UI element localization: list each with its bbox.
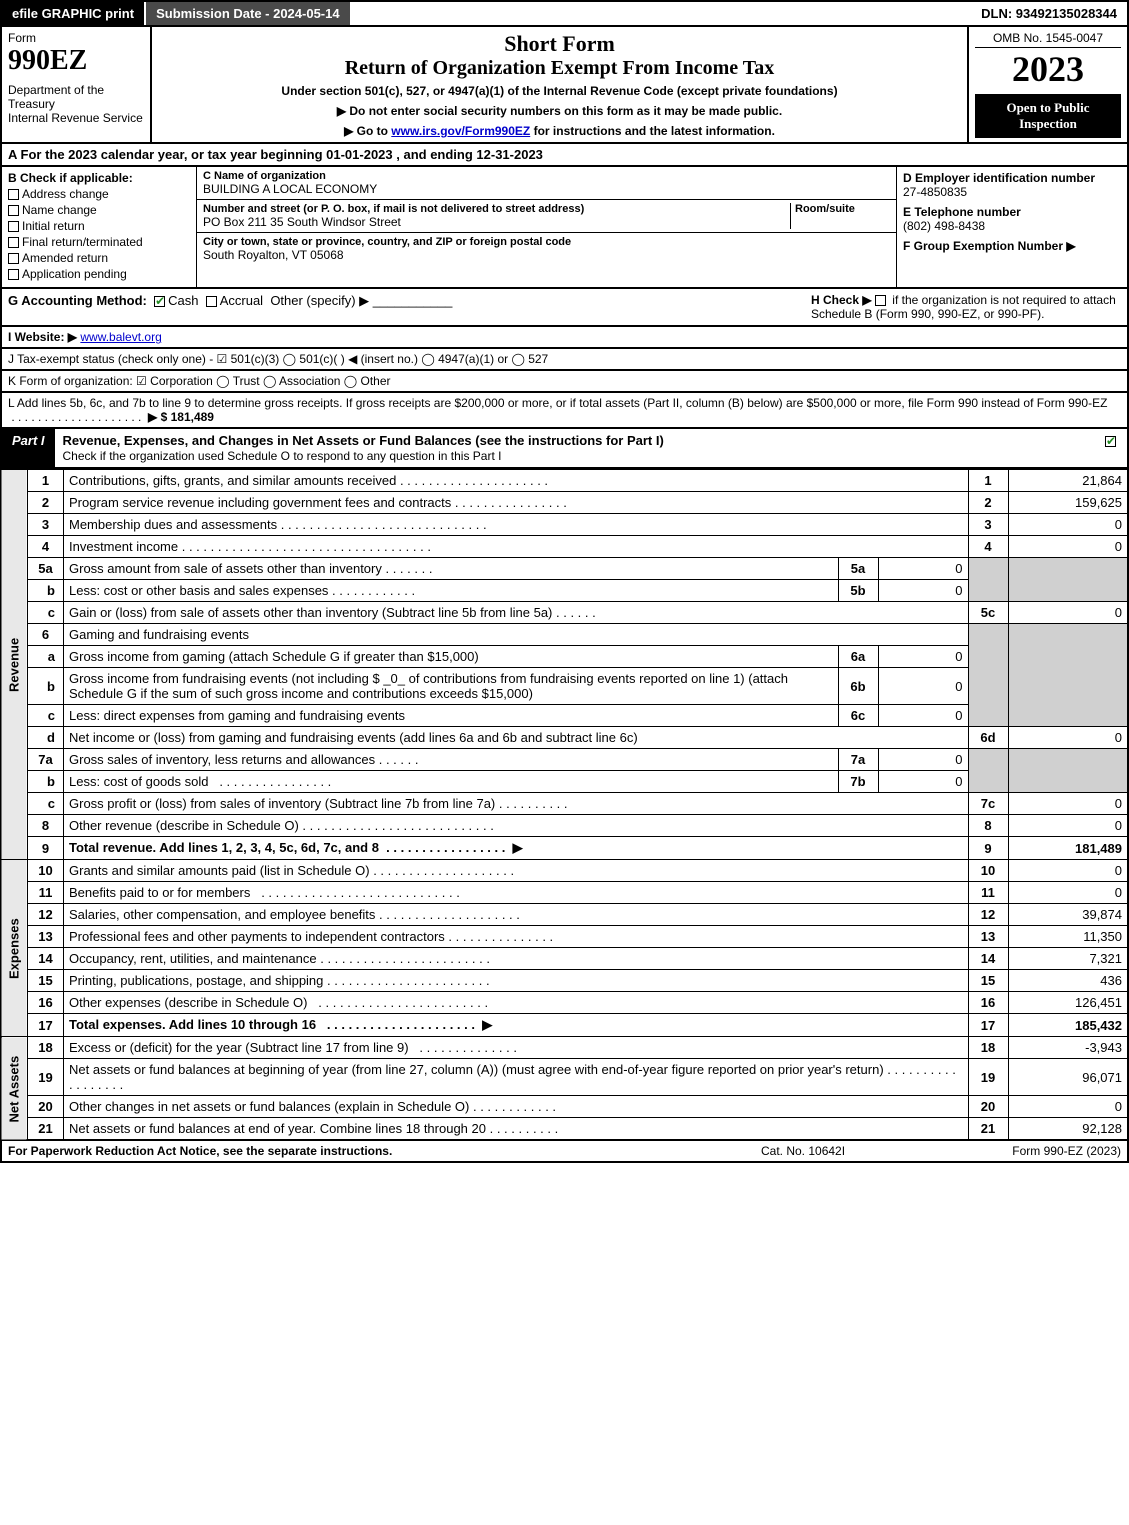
form-header: Form 990EZ Department of the Treasury In… xyxy=(0,27,1129,144)
form-label: Form xyxy=(8,31,144,45)
row-i-website: I Website: ▶ www.balevt.org xyxy=(0,327,1129,349)
accounting-method-label: G Accounting Method: xyxy=(8,293,147,308)
org-name-label: C Name of organization xyxy=(203,170,890,182)
row-j-tax-exempt: J Tax-exempt status (check only one) - ☑… xyxy=(0,349,1129,371)
instructions-link-line: ▶ Go to www.irs.gov/Form990EZ for instru… xyxy=(158,124,961,138)
ein-value: 27-4850835 xyxy=(903,185,1121,199)
public-inspection-badge: Open to Public Inspection xyxy=(975,94,1121,138)
footer-cat-no: Cat. No. 10642I xyxy=(761,1144,941,1158)
cb-name-change[interactable]: Name change xyxy=(8,203,190,217)
website-link[interactable]: www.balevt.org xyxy=(80,330,161,344)
submission-date: Submission Date - 2024-05-14 xyxy=(146,2,350,25)
row-g-h: G Accounting Method: Cash Accrual Other … xyxy=(0,289,1129,327)
row-l-gross-receipts: L Add lines 5b, 6c, and 7b to line 9 to … xyxy=(0,393,1129,429)
page-footer: For Paperwork Reduction Act Notice, see … xyxy=(0,1141,1129,1163)
section-d-e-f: D Employer identification number 27-4850… xyxy=(897,167,1127,287)
cb-schedule-b[interactable] xyxy=(875,295,886,306)
section-b: B Check if applicable: Address change Na… xyxy=(2,167,197,287)
note2-post: for instructions and the latest informat… xyxy=(530,124,775,138)
footer-form-ref: Form 990-EZ (2023) xyxy=(941,1144,1121,1158)
form-number: 990EZ xyxy=(8,45,144,77)
ssn-warning: ▶ Do not enter social security numbers o… xyxy=(158,104,961,118)
cb-cash[interactable] xyxy=(154,296,165,307)
telephone-value: (802) 498-8438 xyxy=(903,219,1121,233)
row-l-text: L Add lines 5b, 6c, and 7b to line 9 to … xyxy=(8,396,1107,410)
city-label: City or town, state or province, country… xyxy=(203,236,890,248)
row-k-org-form: K Form of organization: ☑ Corporation ◯ … xyxy=(0,371,1129,393)
line-1-rn: 1 xyxy=(968,470,1008,492)
form-title-short: Short Form xyxy=(158,31,961,57)
form-subtitle: Under section 501(c), 527, or 4947(a)(1)… xyxy=(158,84,961,98)
org-name-value: BUILDING A LOCAL ECONOMY xyxy=(203,182,890,196)
line-1-rv: 21,864 xyxy=(1008,470,1128,492)
part-1-title: Revenue, Expenses, and Changes in Net As… xyxy=(63,433,664,448)
irs-link[interactable]: www.irs.gov/Form990EZ xyxy=(391,124,530,138)
part-1-tag: Part I xyxy=(2,429,55,467)
dept-label: Department of the Treasury Internal Reve… xyxy=(8,83,144,125)
efile-print-button[interactable]: efile GRAPHIC print xyxy=(2,2,146,25)
omb-number: OMB No. 1545-0047 xyxy=(975,31,1121,48)
form-title-long: Return of Organization Exempt From Incom… xyxy=(158,57,961,80)
cb-accrual[interactable] xyxy=(206,296,217,307)
cb-initial-return[interactable]: Initial return xyxy=(8,219,190,233)
group-exemption-label: F Group Exemption Number ▶ xyxy=(903,239,1121,253)
lines-table: Revenue 1 Contributions, gifts, grants, … xyxy=(0,469,1129,1141)
ein-label: D Employer identification number xyxy=(903,171,1121,185)
row-a-tax-year: A For the 2023 calendar year, or tax yea… xyxy=(0,144,1129,167)
part-1-sub: Check if the organization used Schedule … xyxy=(63,449,502,463)
accounting-other: Other (specify) ▶ xyxy=(270,293,369,308)
room-label: Room/suite xyxy=(795,203,890,215)
section-c: C Name of organization BUILDING A LOCAL … xyxy=(197,167,897,287)
part-1-header: Part I Revenue, Expenses, and Changes in… xyxy=(0,429,1129,469)
sidebar-net-assets: Net Assets xyxy=(1,1037,28,1141)
address-label: Number and street (or P. O. box, if mail… xyxy=(203,203,790,215)
section-b-header: B Check if applicable: xyxy=(8,171,190,185)
cb-final-return[interactable]: Final return/terminated xyxy=(8,235,190,249)
telephone-label: E Telephone number xyxy=(903,205,1121,219)
top-bar: efile GRAPHIC print Submission Date - 20… xyxy=(0,0,1129,27)
line-1-num: 1 xyxy=(28,470,64,492)
row-l-value: ▶ $ 181,489 xyxy=(148,410,214,424)
cb-schedule-o[interactable] xyxy=(1105,436,1116,447)
tax-year: 2023 xyxy=(975,48,1121,90)
city-value: South Royalton, VT 05068 xyxy=(203,248,890,262)
address-value: PO Box 211 35 South Windsor Street xyxy=(203,215,790,229)
website-label: I Website: ▶ xyxy=(8,330,77,344)
cb-address-change[interactable]: Address change xyxy=(8,187,190,201)
h-label: H Check ▶ xyxy=(811,293,872,307)
footer-left: For Paperwork Reduction Act Notice, see … xyxy=(8,1144,761,1158)
line-1-desc: Contributions, gifts, grants, and simila… xyxy=(69,473,396,488)
sidebar-revenue: Revenue xyxy=(1,470,28,860)
dln: DLN: 93492135028344 xyxy=(971,2,1127,25)
note2-pre: ▶ Go to xyxy=(344,124,391,138)
cb-application-pending[interactable]: Application pending xyxy=(8,267,190,281)
sidebar-expenses: Expenses xyxy=(1,860,28,1037)
cb-amended-return[interactable]: Amended return xyxy=(8,251,190,265)
info-grid: B Check if applicable: Address change Na… xyxy=(0,167,1129,289)
